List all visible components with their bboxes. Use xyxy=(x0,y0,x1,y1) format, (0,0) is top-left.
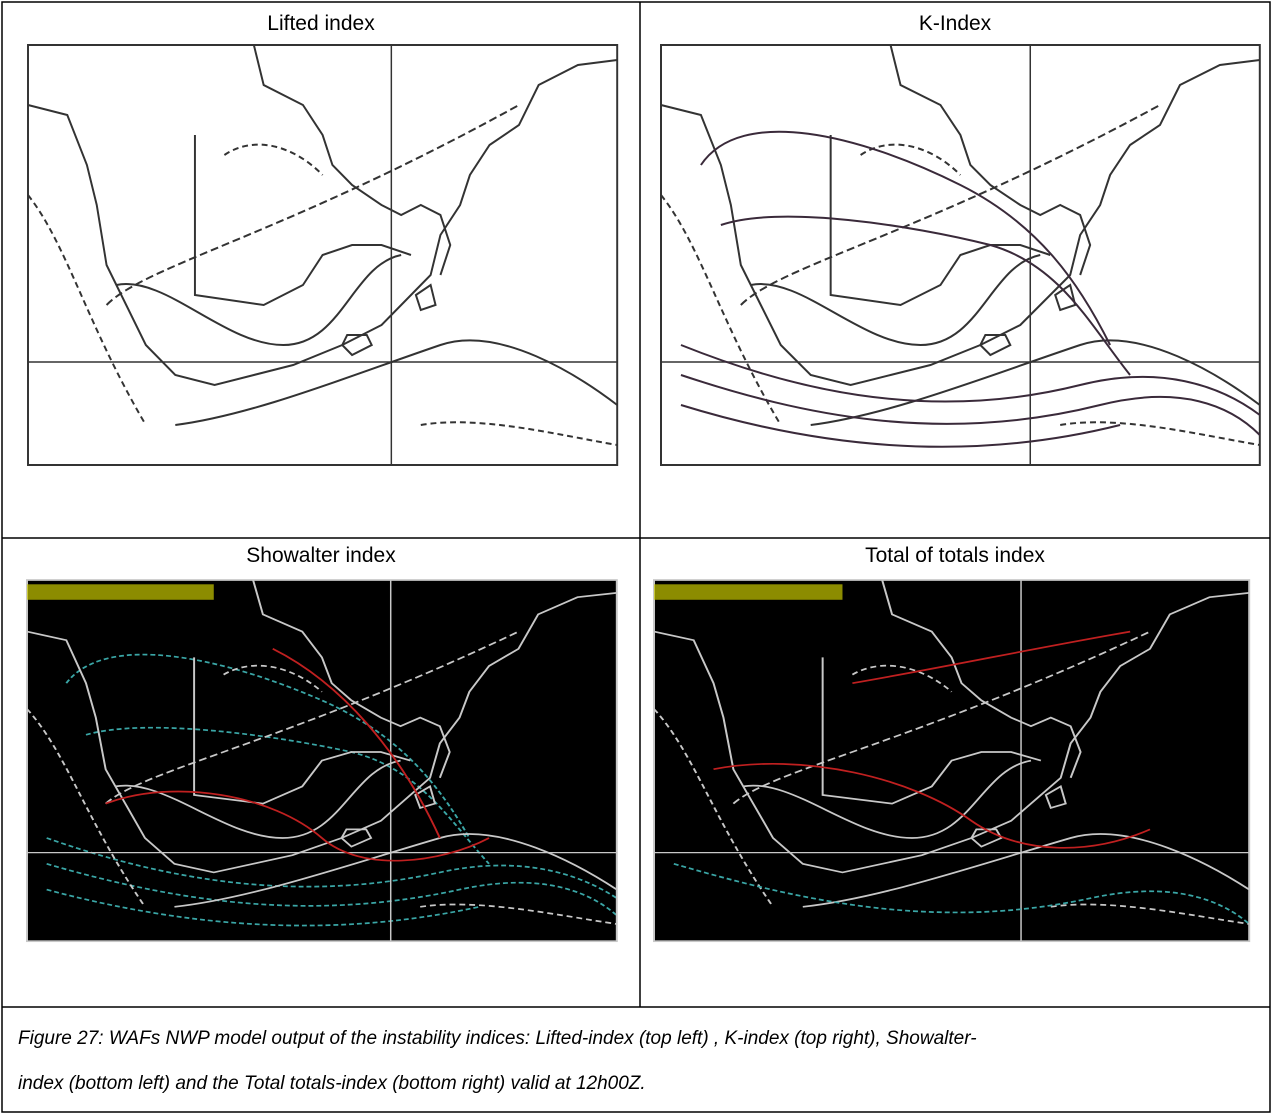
map-showalter-index xyxy=(27,580,617,941)
panel-title: K-Index xyxy=(640,12,1270,36)
caption-line: Figure 27: WAFs NWP model output of the … xyxy=(18,1028,977,1050)
panel-title: Lifted index xyxy=(2,12,640,36)
panel-title: Total of totals index xyxy=(640,544,1270,568)
map-k-index xyxy=(661,45,1260,465)
map-total-totals-index xyxy=(654,580,1249,941)
page: Lifted index K-Index Showalter index Tot… xyxy=(0,0,1272,1116)
caption-line: index (bottom left) and the Total totals… xyxy=(18,1073,646,1095)
map-lifted-index xyxy=(28,45,617,465)
panel-title: Showalter index xyxy=(2,544,640,568)
